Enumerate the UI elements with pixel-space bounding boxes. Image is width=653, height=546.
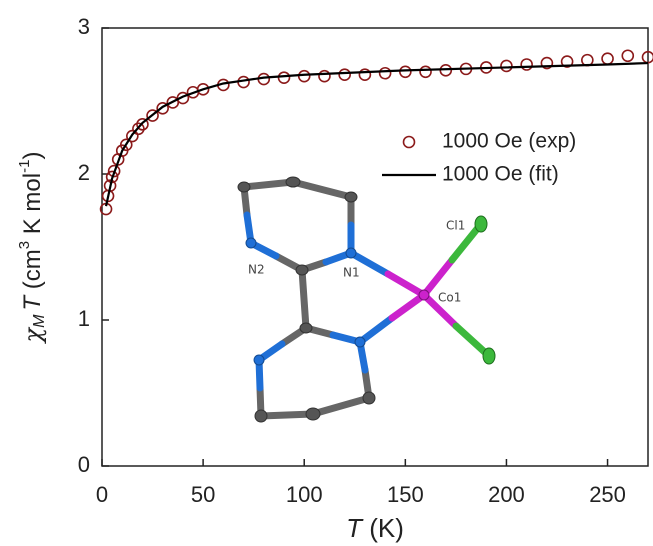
data-point [319,71,330,82]
data-point [602,53,613,64]
x-tick-label: 50 [191,482,215,507]
data-point [380,68,391,79]
data-point [339,69,350,80]
y-axis-label: χMT (cm3 K mol-1) [16,152,48,345]
data-point [501,60,512,71]
page: {"chart_data": { "type": "scatter-line",… [0,0,653,546]
data-point [420,66,431,77]
y-tick-label: 2 [78,160,90,185]
x-tick-label: 150 [387,482,424,507]
x-tick-label: 0 [96,482,108,507]
y-tick-label: 1 [78,306,90,331]
x-tick-label: 200 [488,482,525,507]
legend-marker [404,137,415,148]
data-point [299,71,310,82]
y-tick-label: 0 [78,452,90,477]
data-point [400,66,411,77]
atom-label: Cl1 [446,219,465,233]
atom-label: N2 [248,263,265,277]
atom-label: N1 [343,266,360,280]
data-point [521,59,532,70]
y-tick-label: 3 [78,14,90,39]
chart: N2 N1 Co1 Cl1 T (K) χMT (cm3 K mol-1) 0 5… [0,0,653,546]
x-axis-label: T (K) [346,513,404,543]
x-tick-label: 250 [589,482,626,507]
data-point [279,72,290,83]
legend-label: 1000 Oe (fit) [442,163,559,186]
legend-label: 1000 Oe (exp) [442,130,576,153]
data-point [622,50,633,61]
x-tick-label: 100 [286,482,323,507]
atom-label: Co1 [438,291,461,305]
